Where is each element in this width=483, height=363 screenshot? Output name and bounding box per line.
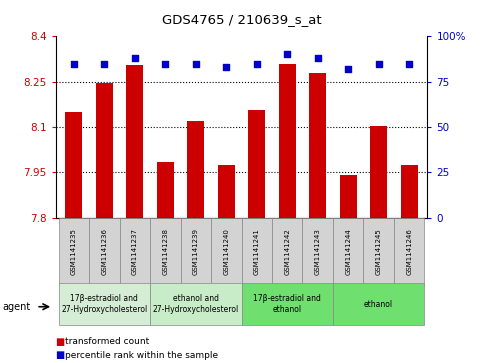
Text: GSM1141237: GSM1141237	[132, 228, 138, 275]
FancyBboxPatch shape	[58, 283, 150, 325]
FancyBboxPatch shape	[211, 218, 242, 285]
FancyBboxPatch shape	[394, 218, 425, 285]
Text: GSM1141239: GSM1141239	[193, 228, 199, 275]
Bar	[96, 83, 113, 218]
Point	[161, 61, 169, 66]
FancyBboxPatch shape	[302, 218, 333, 285]
Point	[284, 52, 291, 57]
Bar	[218, 165, 235, 218]
Text: percentile rank within the sample: percentile rank within the sample	[65, 351, 218, 359]
FancyBboxPatch shape	[272, 218, 302, 285]
Text: GSM1141246: GSM1141246	[406, 228, 412, 275]
Bar	[340, 175, 356, 218]
Text: GSM1141235: GSM1141235	[71, 228, 77, 275]
FancyBboxPatch shape	[242, 283, 333, 325]
Point	[344, 66, 352, 72]
FancyBboxPatch shape	[363, 218, 394, 285]
Point	[100, 61, 108, 66]
FancyBboxPatch shape	[333, 218, 363, 285]
Bar	[248, 110, 265, 218]
Text: transformed count: transformed count	[65, 338, 149, 346]
Text: ■: ■	[56, 337, 65, 347]
FancyBboxPatch shape	[150, 283, 242, 325]
Point	[375, 61, 383, 66]
FancyBboxPatch shape	[89, 218, 120, 285]
FancyBboxPatch shape	[333, 283, 425, 325]
Bar	[401, 165, 417, 218]
Text: GSM1141242: GSM1141242	[284, 228, 290, 275]
FancyBboxPatch shape	[242, 218, 272, 285]
Text: GSM1141243: GSM1141243	[315, 228, 321, 275]
Bar	[309, 73, 326, 218]
Text: 17β-estradiol and
27-Hydroxycholesterol: 17β-estradiol and 27-Hydroxycholesterol	[61, 294, 147, 314]
Bar	[127, 65, 143, 218]
Point	[131, 55, 139, 61]
Text: ethanol: ethanol	[364, 299, 393, 309]
Text: 17β-estradiol and
ethanol: 17β-estradiol and ethanol	[253, 294, 321, 314]
Text: GDS4765 / 210639_s_at: GDS4765 / 210639_s_at	[162, 13, 321, 26]
Point	[192, 61, 199, 66]
Point	[253, 61, 261, 66]
Point	[70, 61, 78, 66]
Text: GSM1141241: GSM1141241	[254, 228, 260, 275]
FancyBboxPatch shape	[58, 218, 89, 285]
Bar	[370, 126, 387, 218]
Point	[405, 61, 413, 66]
Bar	[157, 162, 174, 218]
Text: agent: agent	[2, 302, 30, 312]
Bar	[66, 112, 82, 218]
Point	[222, 64, 230, 70]
Bar	[279, 64, 296, 218]
Text: GSM1141238: GSM1141238	[162, 228, 168, 275]
Text: GSM1141245: GSM1141245	[376, 228, 382, 275]
Text: ■: ■	[56, 350, 65, 360]
FancyBboxPatch shape	[181, 218, 211, 285]
Text: ethanol and
27-Hydroxycholesterol: ethanol and 27-Hydroxycholesterol	[153, 294, 239, 314]
FancyBboxPatch shape	[120, 218, 150, 285]
FancyBboxPatch shape	[150, 218, 181, 285]
Bar	[187, 121, 204, 218]
Text: GSM1141244: GSM1141244	[345, 228, 351, 275]
Text: GSM1141240: GSM1141240	[223, 228, 229, 275]
Point	[314, 55, 322, 61]
Text: GSM1141236: GSM1141236	[101, 228, 107, 275]
